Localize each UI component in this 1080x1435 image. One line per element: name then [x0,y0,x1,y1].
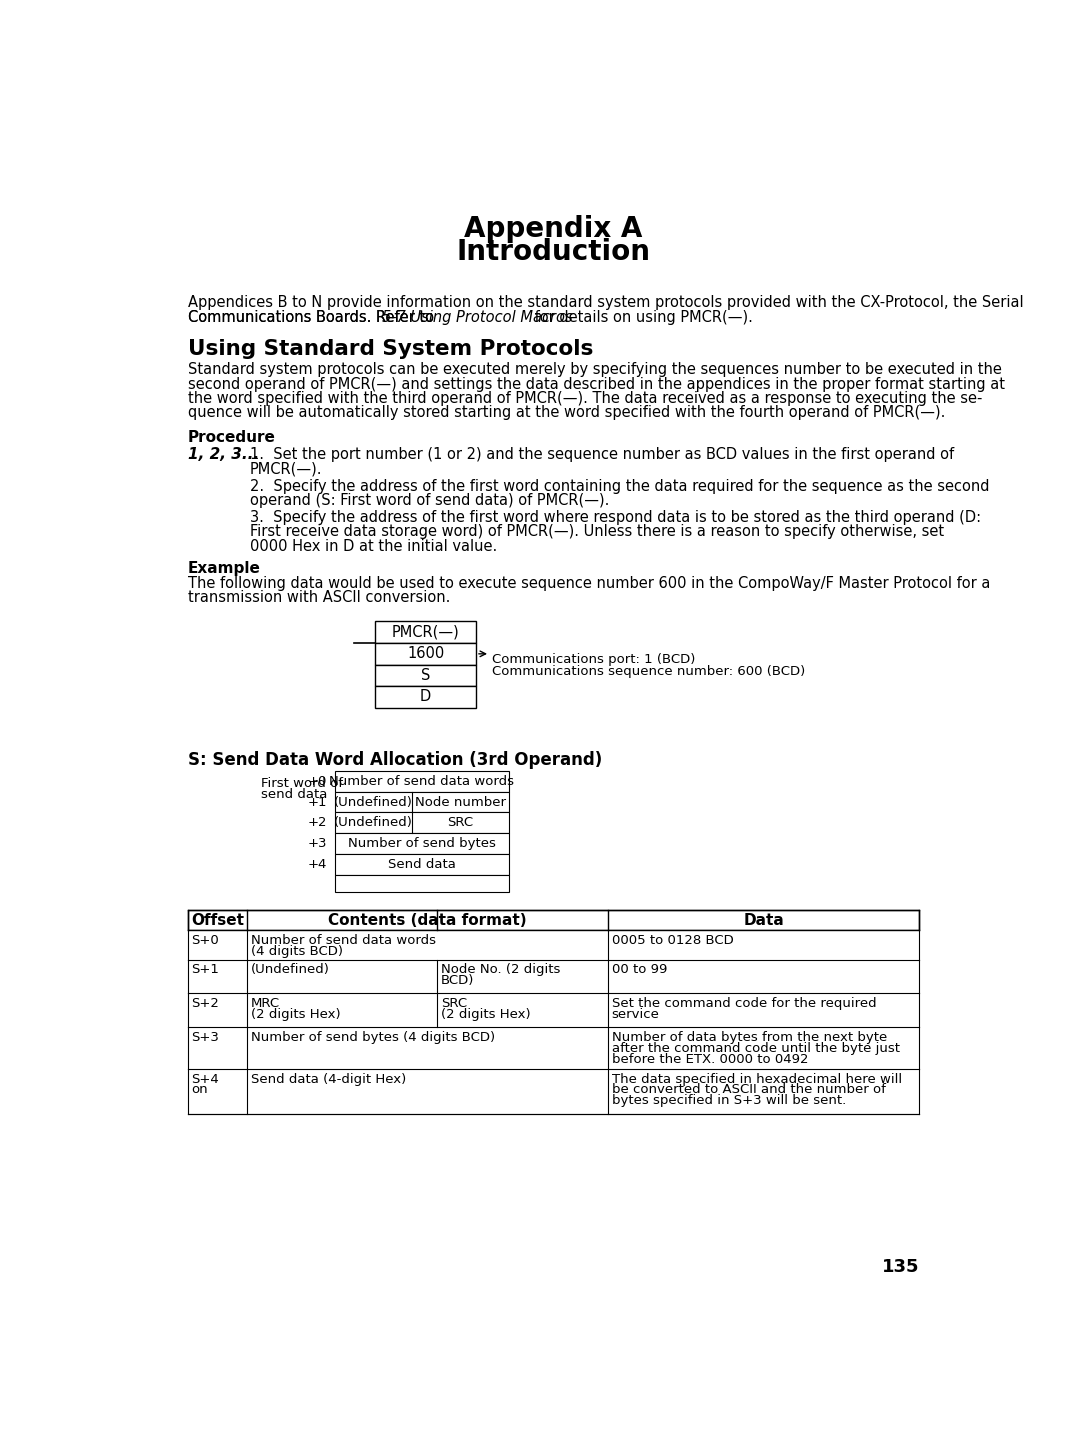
Text: Send data (4-digit Hex): Send data (4-digit Hex) [252,1073,406,1086]
Text: after the command code until the byte just: after the command code until the byte ju… [611,1042,900,1055]
Text: +2: +2 [308,817,327,829]
Text: Number of send data words: Number of send data words [252,934,436,947]
Text: PMCR(—): PMCR(—) [392,624,459,640]
Text: (Undefined): (Undefined) [335,817,414,829]
Text: (Undefined): (Undefined) [252,963,330,976]
Text: Contents (data format): Contents (data format) [328,913,527,928]
Text: +1: +1 [308,795,327,808]
Text: Number of send data words: Number of send data words [329,775,514,788]
Text: S+2: S+2 [191,997,219,1010]
Text: 00 to 99: 00 to 99 [611,963,667,976]
Bar [335,812,509,834]
Text: Number of send bytes: Number of send bytes [348,837,496,850]
Text: SRC: SRC [447,817,473,829]
Text: D: D [420,689,431,705]
Bar [375,664,476,686]
Text: before the ETX. 0000 to 0492: before the ETX. 0000 to 0492 [611,1053,808,1066]
Text: Appendices B to N provide information on the standard system protocols provided : Appendices B to N provide information on… [188,296,1024,310]
Text: transmission with ASCII conversion.: transmission with ASCII conversion. [188,590,450,606]
Text: S+1: S+1 [191,963,219,976]
Bar [188,930,919,960]
Bar [335,771,509,792]
Text: 1600: 1600 [407,646,444,662]
Text: Communications Boards. Refer to: Communications Boards. Refer to [188,310,438,324]
Text: Number of data bytes from the next byte: Number of data bytes from the next byte [611,1032,887,1045]
Text: the word specified with the third operand of PMCR(—). The data received as a res: the word specified with the third operan… [188,390,982,406]
Text: (2 digits Hex): (2 digits Hex) [441,1007,530,1022]
Text: Introduction: Introduction [457,238,650,265]
Text: service: service [611,1007,660,1022]
Text: Node number: Node number [415,795,507,808]
Text: S+4: S+4 [191,1073,219,1086]
Text: MRC: MRC [252,997,281,1010]
Bar [188,960,919,993]
Bar [375,621,476,643]
Text: Example: Example [188,561,260,575]
Text: SRC: SRC [441,997,468,1010]
Text: (2 digits Hex): (2 digits Hex) [252,1007,341,1022]
Text: 1, 2, 3...: 1, 2, 3... [188,448,259,462]
Text: Set the command code for the required: Set the command code for the required [611,997,876,1010]
Bar [335,854,509,875]
Text: Send data: Send data [388,858,456,871]
Text: BCD): BCD) [441,974,474,987]
Bar [335,834,509,854]
Bar [188,1069,919,1114]
Bar [188,1027,919,1069]
Text: Appendix A: Appendix A [464,215,643,243]
Text: 2.  Specify the address of the first word containing the data required for the s: 2. Specify the address of the first word… [249,479,989,494]
Text: +0: +0 [308,775,327,788]
Text: The data specified in hexadecimal here will: The data specified in hexadecimal here w… [611,1073,902,1086]
Text: (Undefined): (Undefined) [335,795,414,808]
Text: Procedure: Procedure [188,430,275,445]
Bar [375,686,476,707]
Text: 0000 Hex in D at the initial value.: 0000 Hex in D at the initial value. [249,538,497,554]
Text: Standard system protocols can be executed merely by specifying the sequences num: Standard system protocols can be execute… [188,363,1001,377]
Text: Offset: Offset [191,913,244,928]
Text: 0005 to 0128 BCD: 0005 to 0128 BCD [611,934,733,947]
Bar [335,875,509,891]
Bar [188,993,919,1027]
Text: The following data would be used to execute sequence number 600 in the CompoWay/: The following data would be used to exec… [188,575,990,591]
Text: 1.  Set the port number (1 or 2) and the sequence number as BCD values in the fi: 1. Set the port number (1 or 2) and the … [249,448,954,462]
Text: First word of: First word of [260,776,342,791]
Text: S+3: S+3 [191,1032,219,1045]
Text: second operand of PMCR(—) and settings the data described in the appendices in t: second operand of PMCR(—) and settings t… [188,376,1004,392]
Text: (4 digits BCD): (4 digits BCD) [252,944,343,959]
Text: quence will be automatically stored starting at the word specified with the four: quence will be automatically stored star… [188,405,945,420]
Text: on: on [191,1083,208,1096]
Text: for details on using PMCR(—).: for details on using PMCR(—). [529,310,753,324]
Text: 5-7 Using Protocol Macros: 5-7 Using Protocol Macros [382,310,572,324]
Bar [335,792,509,812]
Text: Data: Data [743,913,784,928]
Text: S: S [421,667,430,683]
Text: First receive data storage word) of PMCR(—). Unless there is a reason to specify: First receive data storage word) of PMCR… [249,524,944,540]
Text: Communications port: 1 (BCD): Communications port: 1 (BCD) [492,653,696,666]
Text: +3: +3 [308,837,327,850]
Text: PMCR(—).: PMCR(—). [249,461,322,476]
Text: 3.  Specify the address of the first word where respond data is to be stored as : 3. Specify the address of the first word… [249,511,981,525]
Text: Communications sequence number: 600 (BCD): Communications sequence number: 600 (BCD… [492,664,806,677]
Text: bytes specified in S+3 will be sent.: bytes specified in S+3 will be sent. [611,1095,846,1108]
Text: S: Send Data Word Allocation (3rd Operand): S: Send Data Word Allocation (3rd Operan… [188,751,602,769]
Bar [188,910,919,930]
Text: Number of send bytes (4 digits BCD): Number of send bytes (4 digits BCD) [252,1032,496,1045]
Text: Node No. (2 digits: Node No. (2 digits [441,963,561,976]
Text: send data: send data [260,788,327,801]
Text: operand (S: First word of send data) of PMCR(—).: operand (S: First word of send data) of … [249,492,609,508]
Text: Communications Boards. Refer to: Communications Boards. Refer to [188,310,438,324]
Text: S+0: S+0 [191,934,219,947]
Text: 135: 135 [881,1258,919,1276]
Text: be converted to ASCII and the number of: be converted to ASCII and the number of [611,1083,886,1096]
Bar [375,643,476,664]
Text: +4: +4 [308,858,327,871]
Text: Using Standard System Protocols: Using Standard System Protocols [188,339,593,359]
